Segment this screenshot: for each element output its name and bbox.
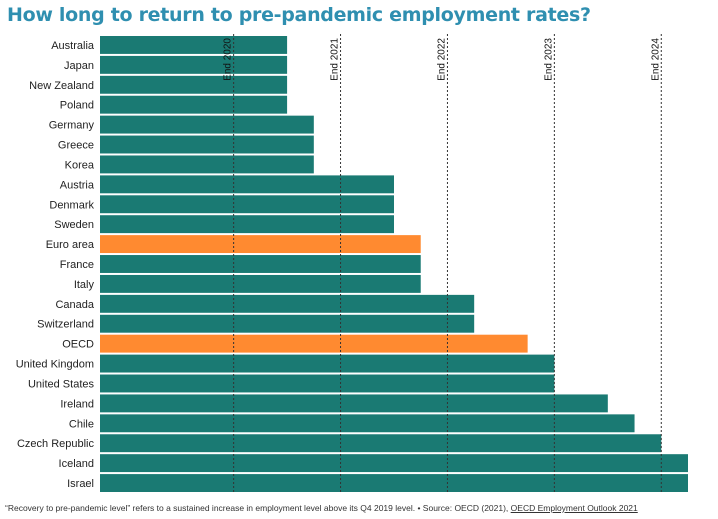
bar-denmark xyxy=(100,195,394,214)
category-label-australia: Australia xyxy=(51,40,95,52)
footnote-text: “Recovery to pre-pandemic level” refers … xyxy=(5,503,511,513)
reference-label-end-2021: End 2021 xyxy=(330,38,341,81)
bar-united-kingdom xyxy=(100,354,555,373)
bars-layer xyxy=(100,36,688,492)
bar-greece xyxy=(100,135,314,154)
bar-france xyxy=(100,255,421,273)
chart-title: How long to return to pre-pandemic emplo… xyxy=(7,4,591,26)
category-label-ireland: Ireland xyxy=(60,398,94,410)
category-label-korea: Korea xyxy=(65,159,95,171)
bar-italy xyxy=(100,274,421,293)
bar-sweden xyxy=(100,215,394,234)
category-label-germany: Germany xyxy=(49,120,95,132)
bar-united-states xyxy=(100,374,555,393)
category-label-greece: Greece xyxy=(58,140,94,152)
bar-austria xyxy=(100,175,394,194)
category-label-sweden: Sweden xyxy=(54,219,94,231)
bar-poland xyxy=(100,95,288,114)
category-label-austria: Austria xyxy=(60,179,95,191)
reference-label-end-2022: End 2022 xyxy=(436,38,447,81)
bar-korea xyxy=(100,155,314,174)
bar-israel xyxy=(100,474,688,492)
category-label-czech-republic: Czech Republic xyxy=(17,438,95,450)
category-label-poland: Poland xyxy=(60,100,94,112)
bar-iceland xyxy=(100,454,688,473)
category-label-new-zealand: New Zealand xyxy=(29,80,94,92)
category-label-israel: Israel xyxy=(67,478,94,490)
category-label-japan: Japan xyxy=(64,60,94,72)
bar-germany xyxy=(100,115,314,134)
reference-label-end-2020: End 2020 xyxy=(223,38,234,81)
category-labels-layer: Australia Japan New Zealand Poland Germany Gr… xyxy=(16,40,95,490)
category-label-oecd: OECD xyxy=(62,339,94,351)
footnote: “Recovery to pre-pandemic level” refers … xyxy=(5,503,638,513)
category-label-denmark: Denmark xyxy=(49,199,94,211)
bar-australia xyxy=(100,36,288,54)
source-link[interactable]: OECD Employment Outlook 2021 xyxy=(510,503,638,513)
category-label-canada: Canada xyxy=(55,299,94,311)
category-label-united-states: United States xyxy=(28,378,95,390)
bar-new-zealand xyxy=(100,75,288,94)
bar-chart: End 2020 End 2021 End 2022 End 2023 End 2024… xyxy=(16,34,688,493)
category-label-chile: Chile xyxy=(69,418,94,430)
bar-switzerland xyxy=(100,314,475,333)
category-label-italy: Italy xyxy=(74,279,95,291)
reference-label-end-2023: End 2023 xyxy=(543,38,554,81)
category-label-iceland: Iceland xyxy=(59,458,94,470)
bar-oecd xyxy=(100,334,528,353)
bar-ireland xyxy=(100,394,608,413)
bar-canada xyxy=(100,294,475,313)
bar-euro-area xyxy=(100,235,421,254)
category-label-switzerland: Switzerland xyxy=(37,319,94,331)
category-label-euro-area: Euro area xyxy=(46,239,95,251)
reference-label-end-2024: End 2024 xyxy=(650,38,661,81)
bar-japan xyxy=(100,55,288,74)
bar-czech-republic xyxy=(100,434,662,453)
reference-lines-layer: End 2020 End 2021 End 2022 End 2023 End 2024 xyxy=(223,34,662,493)
category-label-united-kingdom: United Kingdom xyxy=(16,359,94,371)
category-label-france: France xyxy=(60,259,94,271)
